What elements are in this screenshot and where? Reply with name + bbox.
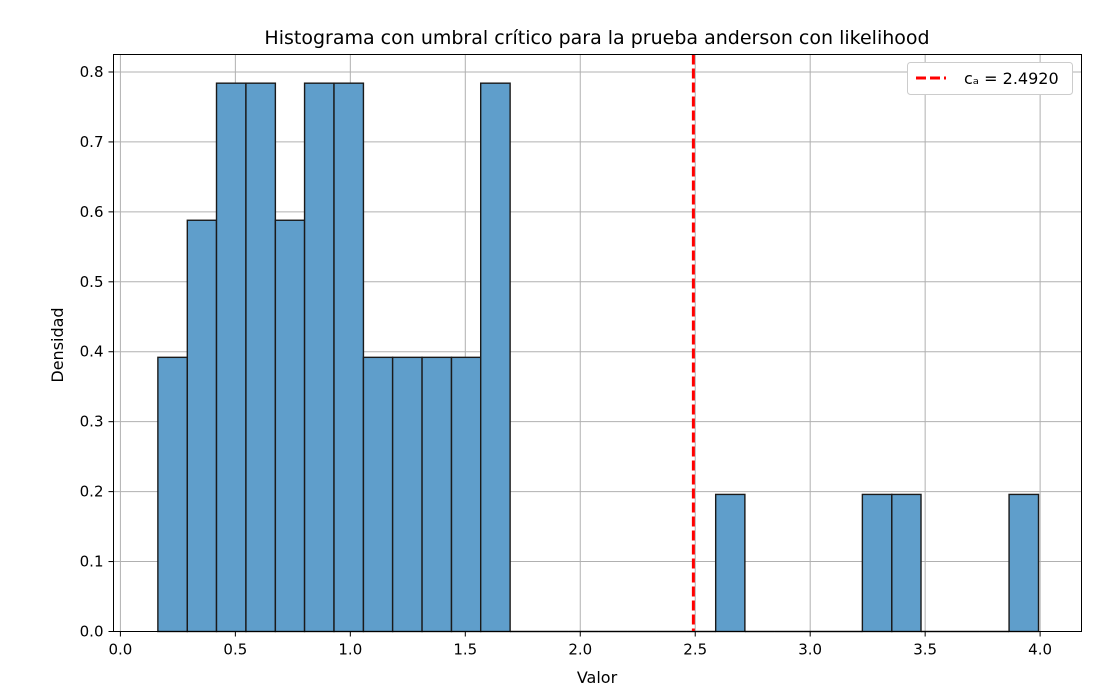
y-tick-label: 0.1	[80, 553, 104, 571]
x-tick-label: 3.0	[798, 641, 822, 659]
y-tick-label: 0.4	[80, 343, 104, 361]
histogram-bar	[245, 82, 277, 633]
histogram-bar	[157, 356, 189, 633]
histogram-bar	[714, 493, 746, 633]
x-axis-ticks: 0.0 0.5 1.0 1.5 2.0 2.5 3.0 3.5 4.0	[108, 631, 1052, 659]
y-tick-label: 0.7	[80, 133, 104, 151]
x-tick-label: 0.5	[223, 641, 247, 659]
y-tick-label: 0.2	[80, 483, 104, 501]
legend-threshold-label: cₐ = 2.4920	[964, 69, 1059, 88]
y-tick-label: 0.6	[80, 203, 104, 221]
histogram-bar	[186, 219, 218, 633]
histogram-bar	[450, 356, 482, 633]
y-tick-label: 0.3	[80, 413, 104, 431]
x-tick-label: 2.5	[683, 641, 707, 659]
histogram-bar	[1008, 493, 1040, 633]
histogram-bar	[421, 356, 453, 633]
legend: cₐ = 2.4920	[907, 62, 1073, 95]
histogram-bar	[362, 356, 394, 633]
histogram-bar	[891, 493, 922, 633]
histogram-bars	[157, 82, 1040, 633]
y-tick-label: 0.0	[80, 623, 104, 641]
x-axis-label: Valor	[577, 668, 618, 687]
y-tick-label: 0.5	[80, 273, 104, 291]
histogram-bar	[391, 356, 423, 633]
histogram-bar	[861, 493, 893, 633]
x-tick-label: 1.5	[453, 641, 477, 659]
x-tick-label: 3.5	[913, 641, 937, 659]
histogram-bar	[303, 82, 335, 633]
y-axis-ticks: 0.0 0.1 0.2 0.3 0.4 0.5 0.6 0.7 0.8	[80, 63, 114, 641]
histogram-bar	[333, 82, 365, 633]
chart-title: Histograma con umbral crítico para la pr…	[264, 27, 929, 49]
x-tick-label: 0.0	[108, 641, 132, 659]
histogram-bar	[274, 219, 306, 633]
x-tick-label: 1.0	[338, 641, 362, 659]
y-tick-label: 0.8	[80, 63, 104, 81]
x-tick-label: 4.0	[1028, 641, 1052, 659]
histogram-bar	[215, 82, 247, 633]
x-tick-label: 2.0	[568, 641, 592, 659]
plot-frame	[113, 54, 1082, 632]
histogram-bar	[479, 82, 511, 633]
y-axis-label: Densidad	[48, 307, 67, 382]
legend-box	[907, 62, 1073, 95]
